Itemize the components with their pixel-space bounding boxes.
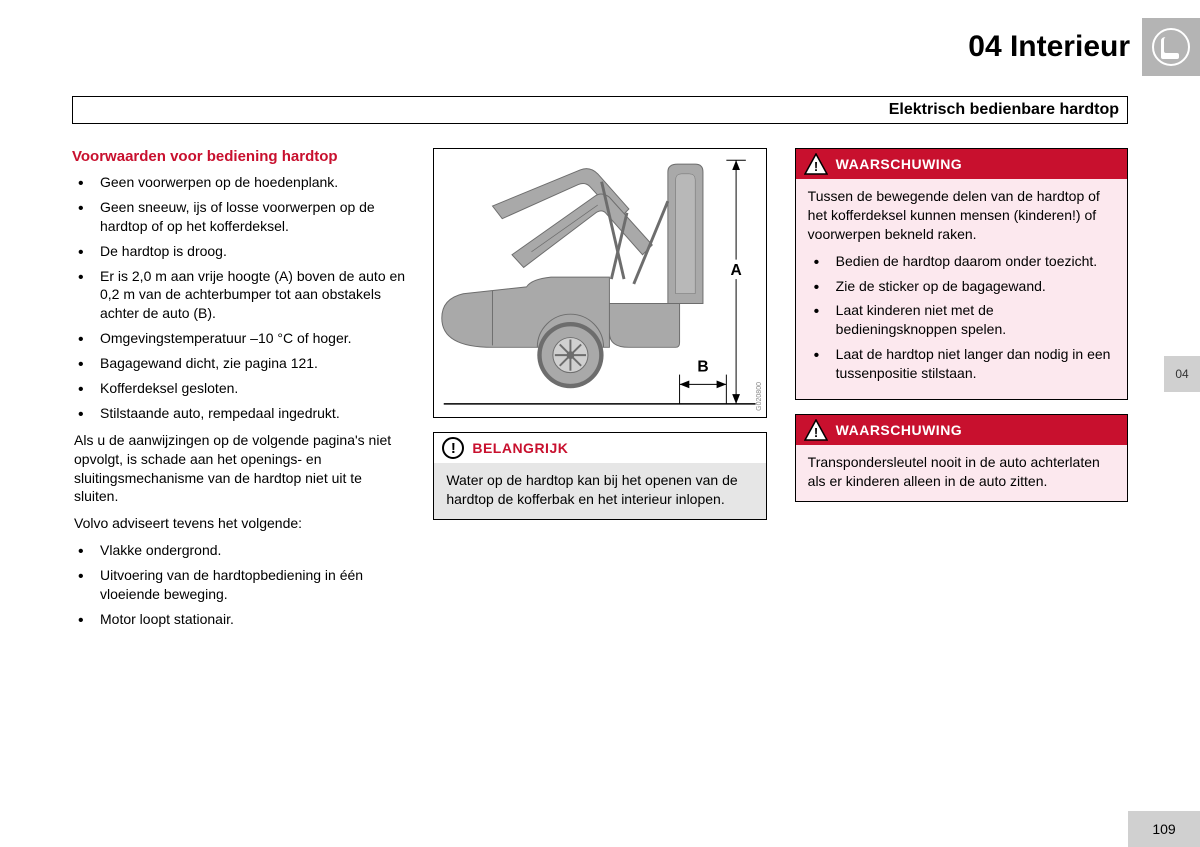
- label-b: B: [698, 359, 709, 376]
- chapter-header: 04 Interieur: [0, 18, 1200, 76]
- warning-title-2: WAARSCHUWING: [836, 422, 963, 438]
- warning-body-2: Transpondersleutel nooit in de auto acht…: [796, 445, 1127, 501]
- side-tab: 04: [1164, 356, 1200, 392]
- warning-intro: Tussen de bewegende delen van de hardtop…: [808, 187, 1115, 244]
- warning-body-1: Tussen de bewegende delen van de hardtop…: [796, 179, 1127, 399]
- important-callout: ! BELANGRIJK Water op de hardtop kan bij…: [433, 432, 766, 520]
- list-item: Stilstaande auto, rempedaal ingedrukt.: [92, 404, 405, 423]
- chapter-icon-box: [1142, 18, 1200, 76]
- warning-icon: !: [804, 419, 828, 441]
- list-item: Vlakke ondergrond.: [92, 541, 405, 560]
- list-item: Uitvoering van de hardtopbediening in éé…: [92, 566, 405, 604]
- page-number-box: 109: [1128, 811, 1200, 847]
- important-body: Water op de hardtop kan bij het openen v…: [434, 463, 765, 519]
- warning-list: Bedien de hardtop daarom onder toezicht.…: [808, 252, 1115, 383]
- list-item: Er is 2,0 m aan vrije hoogte (A) boven d…: [92, 267, 405, 324]
- conditions-list: Geen voorwerpen op de hoedenplank. Geen …: [72, 173, 405, 423]
- list-item: Zie de sticker op de bagagewand.: [828, 277, 1115, 296]
- damage-paragraph: Als u de aanwijzingen op de volgende pag…: [72, 431, 405, 507]
- list-item: Motor loopt stationair.: [92, 610, 405, 629]
- side-tab-label: 04: [1175, 367, 1188, 381]
- advice-intro: Volvo adviseert tevens het volgende:: [72, 514, 405, 533]
- info-icon: !: [442, 437, 464, 459]
- list-item: Bedien de hardtop daarom onder toezicht.: [828, 252, 1115, 271]
- warning-header-2: ! WAARSCHUWING: [796, 415, 1127, 445]
- figure-code: G020800: [756, 382, 763, 411]
- hardtop-figure: A B: [433, 148, 766, 418]
- list-item: De hardtop is droog.: [92, 242, 405, 261]
- column-middle: A B: [433, 148, 766, 635]
- warning-icon: !: [804, 153, 828, 175]
- seat-icon: [1151, 27, 1191, 67]
- svg-text:!: !: [813, 159, 817, 174]
- list-item: Laat de hardtop niet langer dan nodig in…: [828, 345, 1115, 383]
- list-item: Kofferdeksel gesloten.: [92, 379, 405, 398]
- list-item: Omgevingstemperatuur –10 °C of hoger.: [92, 329, 405, 348]
- conditions-heading: Voorwaarden voor bediening hardtop: [72, 148, 405, 165]
- important-title: BELANGRIJK: [472, 440, 568, 456]
- list-item: Geen voorwerpen op de hoedenplank.: [92, 173, 405, 192]
- list-item: Bagagewand dicht, zie pagina 121.: [92, 354, 405, 373]
- section-title: Elektrisch bedienbare hardtop: [889, 101, 1119, 119]
- list-item: Laat kinderen niet met de bedieningsknop…: [828, 301, 1115, 339]
- advice-list: Vlakke ondergrond. Uitvoering van de har…: [72, 541, 405, 629]
- warning-callout-2: ! WAARSCHUWING Transpondersleutel nooit …: [795, 414, 1128, 502]
- chapter-title: 04 Interieur: [968, 30, 1130, 64]
- svg-text:!: !: [813, 425, 817, 440]
- important-header: ! BELANGRIJK: [434, 433, 765, 463]
- page-number: 109: [1152, 821, 1175, 837]
- section-bar: Elektrisch bedienbare hardtop: [72, 96, 1128, 124]
- column-left: Voorwaarden voor bediening hardtop Geen …: [72, 148, 405, 635]
- content-area: Voorwaarden voor bediening hardtop Geen …: [72, 148, 1128, 635]
- warning-callout-1: ! WAARSCHUWING Tussen de bewegende delen…: [795, 148, 1128, 400]
- warning-title-1: WAARSCHUWING: [836, 156, 963, 172]
- label-a: A: [731, 262, 742, 279]
- warning-header-1: ! WAARSCHUWING: [796, 149, 1127, 179]
- list-item: Geen sneeuw, ijs of losse voorwerpen op …: [92, 198, 405, 236]
- column-right: ! WAARSCHUWING Tussen de bewegende delen…: [795, 148, 1128, 635]
